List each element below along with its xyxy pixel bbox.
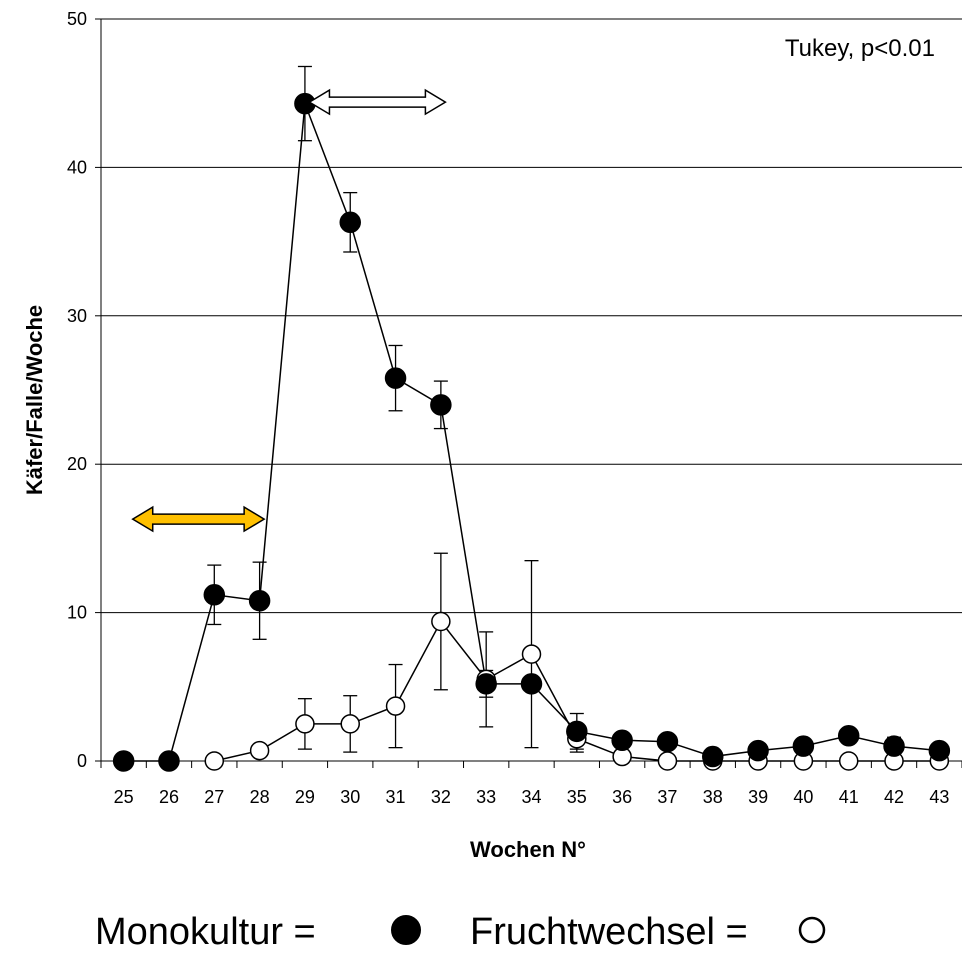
y-tick-label-10: 10 — [67, 603, 87, 623]
legend-marker-fruchtwechsel — [798, 916, 826, 944]
point-monokultur-43 — [928, 739, 951, 762]
point-monokultur-32 — [430, 394, 452, 416]
point-monokultur-30 — [339, 211, 361, 234]
point-fruchtwechsel-30 — [340, 714, 360, 734]
x-tick-label-32: 32 — [431, 787, 451, 807]
series-layer — [112, 65, 951, 772]
point-fruchtwechsel-29 — [295, 714, 315, 734]
point-monokultur-38 — [702, 745, 724, 768]
x-tick-label-37: 37 — [657, 787, 677, 807]
point-monokultur-39 — [747, 739, 769, 762]
point-monokultur-26 — [158, 750, 180, 772]
point-monokultur-28 — [248, 589, 271, 612]
x-tick-label-27: 27 — [204, 787, 224, 807]
x-axis-title: Wochen N° — [470, 837, 586, 862]
x-tick-label-43: 43 — [929, 787, 949, 807]
point-monokultur-31 — [384, 367, 407, 389]
point-fruchtwechsel-28 — [249, 740, 270, 761]
legend-label-fruchtwechsel: Fruchtwechsel = — [470, 911, 748, 953]
x-tick-label-34: 34 — [521, 787, 541, 807]
point-fruchtwechsel-41 — [838, 751, 859, 771]
point-monokultur-40 — [792, 735, 815, 757]
axes: 0 10 20 30 40 50 25 26 27 28 29 30 31 32 33 34 35 36 37 38 3… — [67, 9, 962, 807]
point-monokultur-27 — [203, 584, 226, 606]
point-monokultur-33 — [475, 673, 497, 695]
y-tick-label-40: 40 — [67, 157, 87, 177]
x-tick-label-42: 42 — [884, 787, 904, 807]
x-tick-label-38: 38 — [703, 787, 723, 807]
point-fruchtwechsel-37 — [657, 751, 678, 771]
point-monokultur-36 — [611, 729, 633, 751]
double-arrow-1 — [131, 505, 266, 533]
legend-marker-monokultur — [391, 915, 421, 945]
y-tick-label-50: 50 — [67, 9, 87, 29]
point-fruchtwechsel-32 — [431, 611, 451, 632]
x-tick-label-41: 41 — [839, 787, 859, 807]
x-tick-label-30: 30 — [340, 787, 360, 807]
gridlines — [101, 18, 962, 614]
x-tick-label-29: 29 — [295, 787, 315, 807]
point-fruchtwechsel-31 — [385, 696, 406, 716]
point-fruchtwechsel-27 — [204, 751, 225, 771]
x-tick-label-26: 26 — [159, 787, 179, 807]
point-monokultur-35 — [566, 720, 588, 743]
point-monokultur-42 — [883, 735, 905, 757]
x-tick-label-25: 25 — [114, 787, 134, 807]
x-tick-label-28: 28 — [250, 787, 270, 807]
legend-label-monokultur: Monokultur = — [95, 911, 316, 953]
point-fruchtwechsel-34 — [521, 644, 542, 664]
y-tick-label-30: 30 — [67, 306, 87, 326]
point-monokultur-34 — [520, 673, 543, 695]
x-tick-label-40: 40 — [793, 787, 813, 807]
legend: Monokultur = Fruchtwechsel = — [95, 911, 826, 953]
point-monokultur-25 — [112, 750, 135, 772]
x-tick-label-35: 35 — [567, 787, 587, 807]
y-axis-title: Käfer/Falle/Woche — [22, 305, 47, 495]
arrows — [131, 88, 447, 533]
double-arrow-2 — [307, 88, 447, 116]
x-tick-label-31: 31 — [386, 787, 406, 807]
x-tick-label-36: 36 — [612, 787, 632, 807]
significance-annotation: Tukey, p<0.01 — [785, 35, 935, 62]
x-tick-label-33: 33 — [476, 787, 496, 807]
y-tick-label-20: 20 — [67, 454, 87, 474]
point-monokultur-41 — [837, 725, 860, 747]
point-monokultur-37 — [656, 730, 679, 753]
x-tick-label-39: 39 — [748, 787, 768, 807]
y-tick-label-0: 0 — [77, 751, 87, 771]
